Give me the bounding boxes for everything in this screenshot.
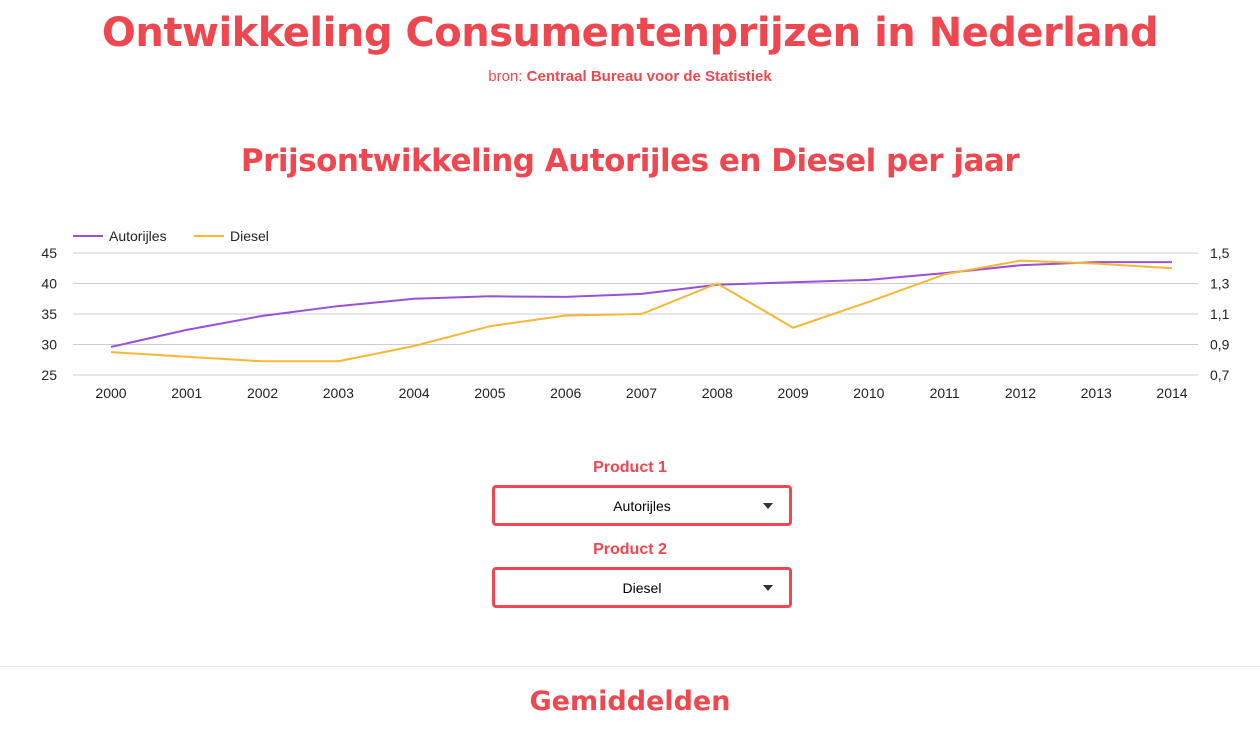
right-axis-tick: 0,9 <box>1210 337 1230 353</box>
chart-title: Prijsontwikkeling Autorijles en Diesel p… <box>240 143 1020 179</box>
x-axis-tick: 2006 <box>550 385 581 401</box>
product1-select[interactable]: Autorijles <box>492 485 792 526</box>
x-axis-tick: 2014 <box>1156 385 1187 401</box>
product2-label: Product 2 <box>593 541 667 558</box>
x-axis-tick: 2003 <box>323 385 354 401</box>
x-axis-tick: 2009 <box>777 385 808 401</box>
x-axis-tick: 2011 <box>930 385 960 401</box>
legend-label: Diesel <box>230 228 269 244</box>
series-line-autorijles <box>110 261 1172 348</box>
x-axis-tick: 2002 <box>247 385 278 401</box>
legend-label: Autorijles <box>109 228 167 244</box>
x-axis-tick: 2005 <box>474 385 505 401</box>
source-link[interactable]: Centraal Bureau voor de Statistiek <box>526 68 772 85</box>
right-axis-tick: 1,5 <box>1210 245 1230 261</box>
right-axis-tick: 1,3 <box>1210 276 1230 292</box>
caret-down-icon <box>763 503 773 509</box>
left-axis-tick: 35 <box>41 306 57 322</box>
left-axis-tick: 30 <box>41 337 57 353</box>
caret-down-icon <box>763 585 773 591</box>
x-axis-tick: 2010 <box>853 385 884 401</box>
x-axis-tick: 2012 <box>1005 385 1036 401</box>
x-axis-tick: 2007 <box>626 385 657 401</box>
left-axis-tick: 25 <box>41 367 57 383</box>
right-axis-tick: 1,1 <box>1210 306 1230 322</box>
x-axis-tick: 2013 <box>1081 385 1112 401</box>
x-axis-tick: 2008 <box>702 385 733 401</box>
series-line-diesel <box>110 259 1173 363</box>
source-line: bron: Centraal Bureau voor de Statistiek <box>0 68 1260 85</box>
x-axis-tick: 2001 <box>171 385 202 401</box>
x-axis-tick: 2000 <box>95 385 126 401</box>
source-prefix: bron: <box>488 68 523 85</box>
page-title: Ontwikkeling Consumentenprijzen in Neder… <box>101 10 1159 56</box>
line-chart: 25 0,7 30 0,9 35 1,1 40 1,3 45 1,5 2000 2001 2002 200… <box>41 228 1230 401</box>
product1-value: Autorijles <box>613 497 671 514</box>
product2-value: Diesel <box>622 579 662 596</box>
product1-label: Product 1 <box>593 459 667 476</box>
right-axis-tick: 0,7 <box>1210 367 1230 383</box>
section-divider <box>0 666 1260 667</box>
product2-select[interactable]: Diesel <box>492 567 792 608</box>
x-axis-tick: 2004 <box>399 385 430 401</box>
left-axis-tick: 40 <box>41 276 57 292</box>
averages-title: Gemiddelden <box>529 686 731 717</box>
left-axis-tick: 45 <box>41 245 57 261</box>
